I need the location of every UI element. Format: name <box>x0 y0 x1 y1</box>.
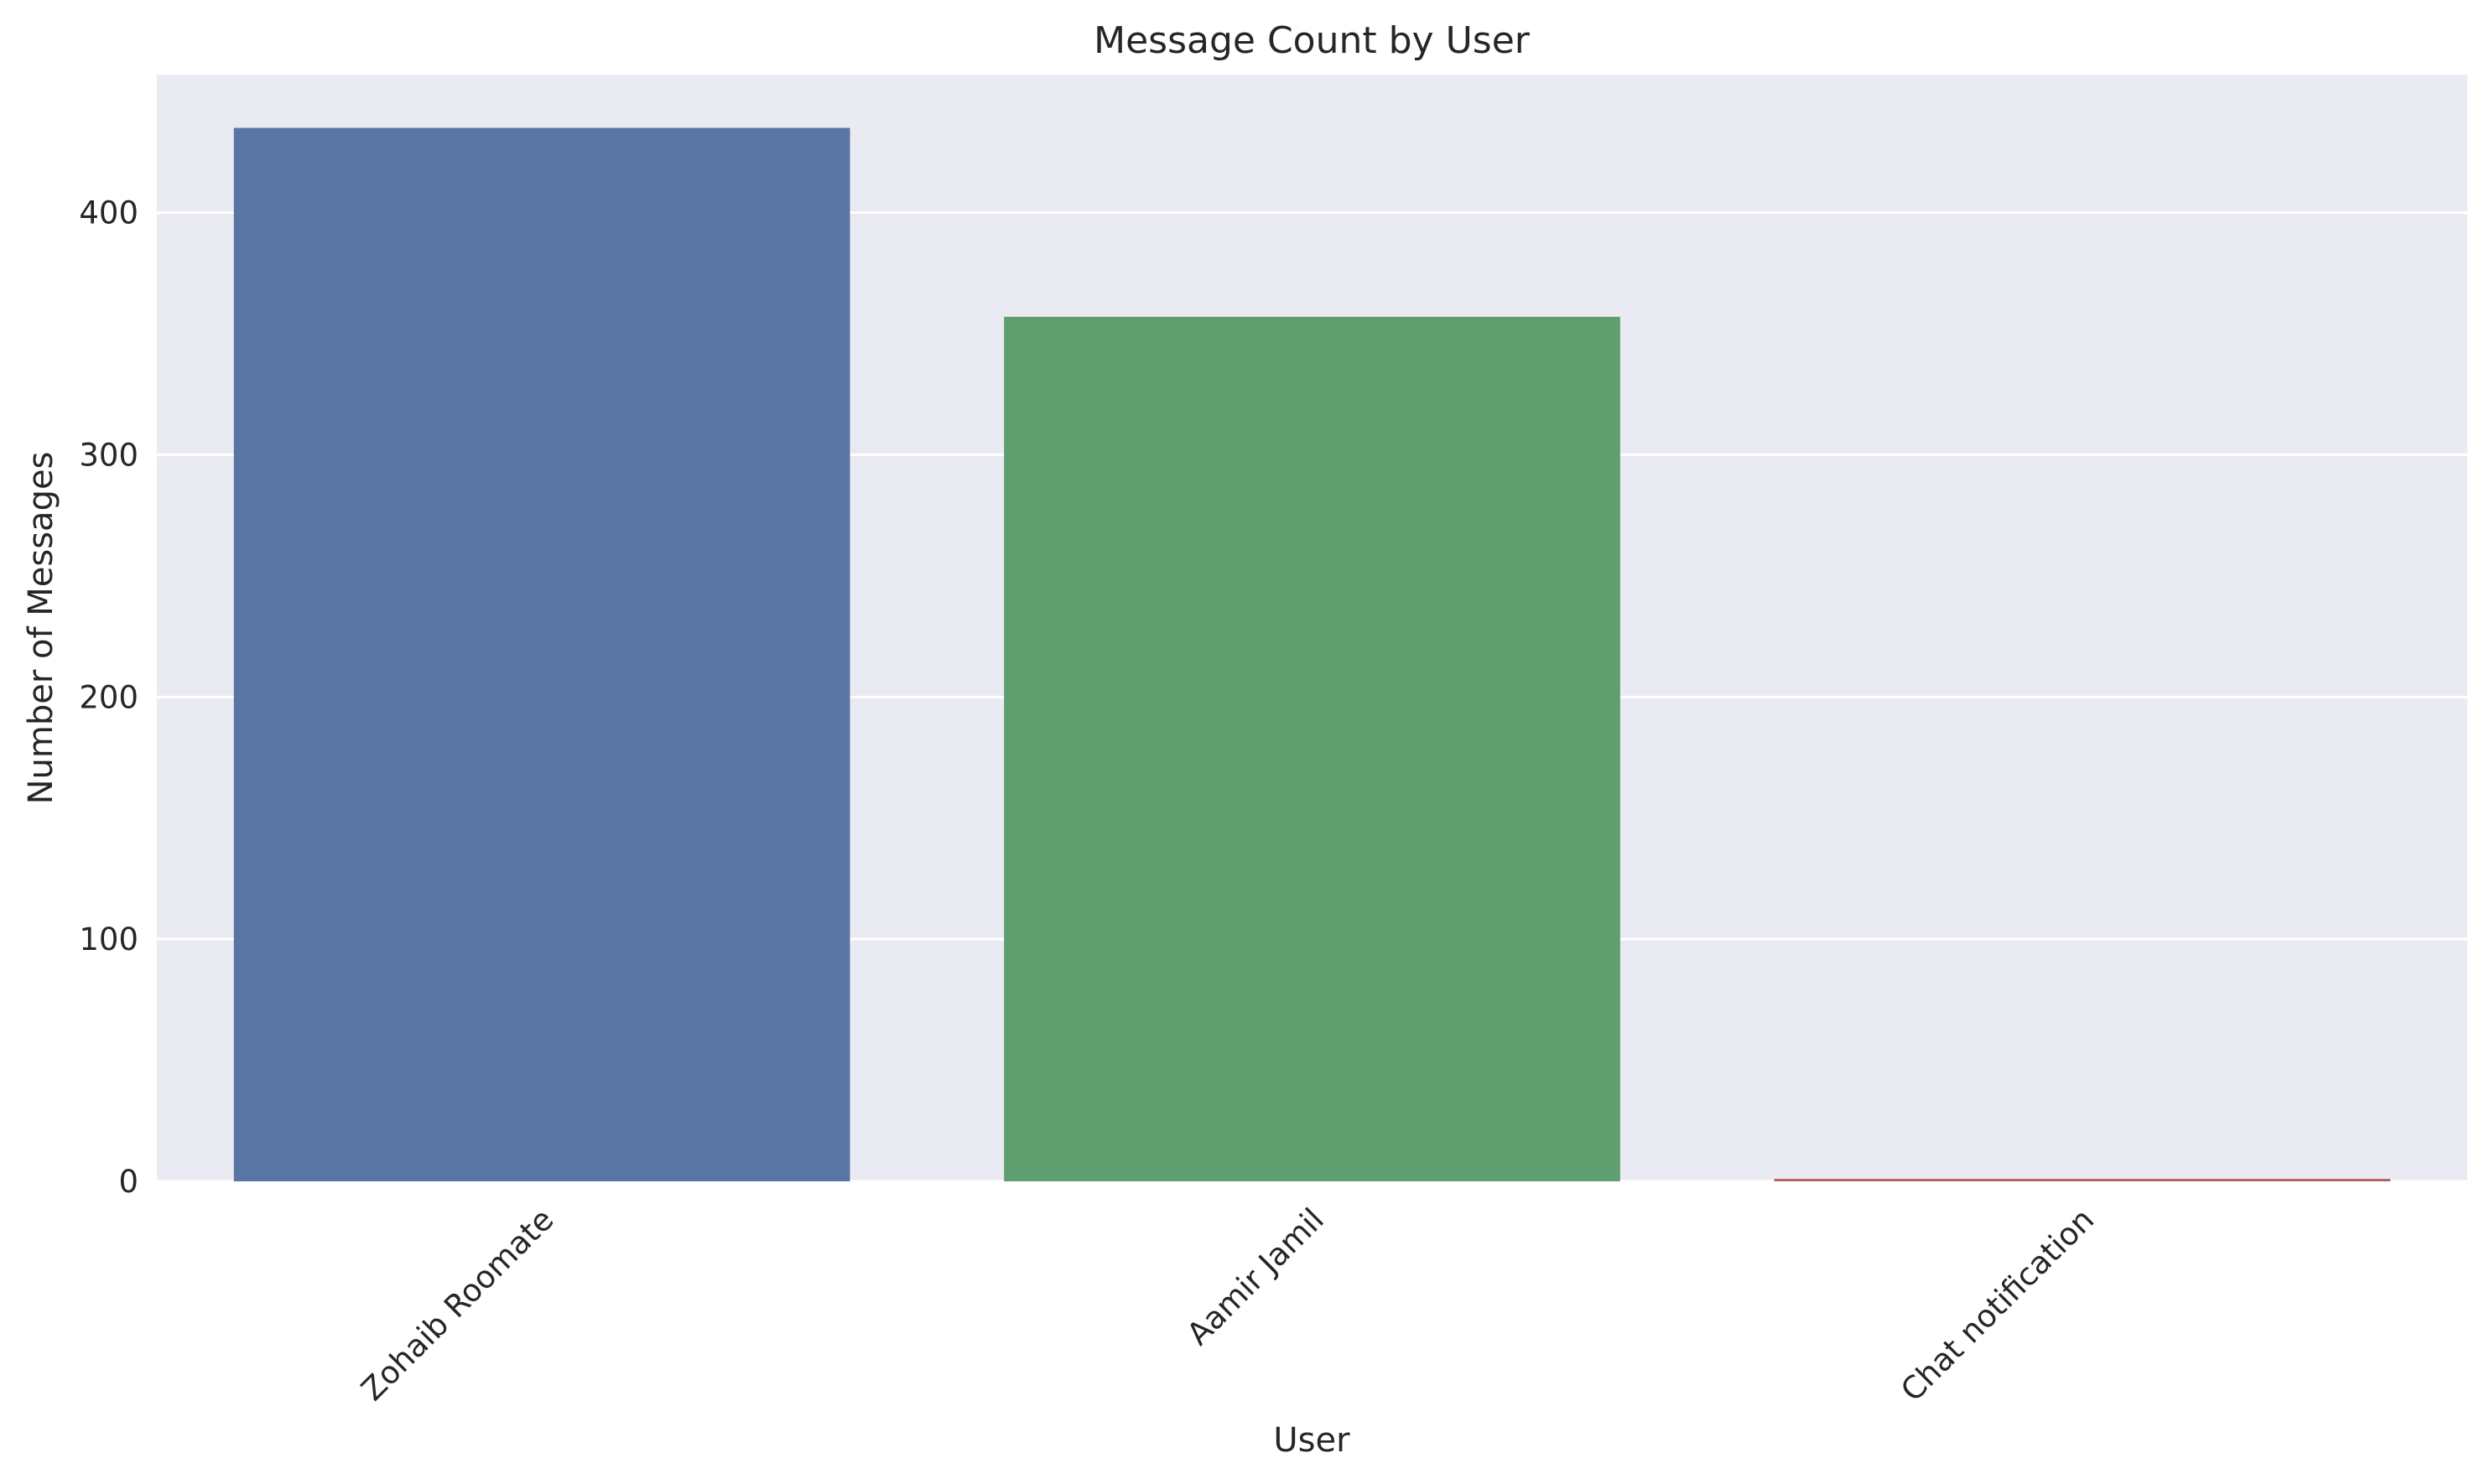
y-tick-label: 200 <box>79 679 138 715</box>
chart-title: Message Count by User <box>1094 19 1531 62</box>
x-axis-title: User <box>1273 1421 1350 1460</box>
y-tick-label: 300 <box>79 437 138 473</box>
x-tick-labels: Zohaib Roomate Aamir Jamil Chat notificati… <box>354 1201 2101 1409</box>
bar-aamir-jamil <box>1004 316 1620 1181</box>
y-tick-label: 0 <box>118 1164 138 1200</box>
bar-zohaib-roomate <box>233 127 850 1181</box>
y-tick-label: 100 <box>79 921 138 957</box>
y-axis-title: Number of Messages <box>22 452 60 805</box>
bars <box>233 127 2391 1181</box>
x-tick-label: Zohaib Roomate <box>354 1201 560 1408</box>
x-tick-label: Aamir Jamil <box>1180 1201 1331 1352</box>
x-tick-label: Chat notification <box>1894 1201 2101 1409</box>
bar-chat-notification <box>1774 1179 2391 1181</box>
y-tick-label: 400 <box>79 195 138 231</box>
y-tick-labels: 0 100 200 300 400 <box>79 195 138 1200</box>
